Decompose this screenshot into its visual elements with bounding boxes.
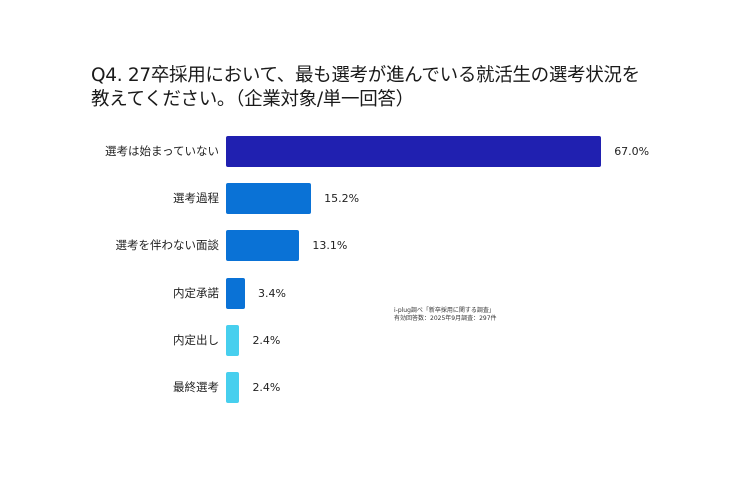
source-note-line-1: i-plug調べ「新卒採用に関する調査」 [394, 307, 495, 314]
category-label: 選考は始まっていない [105, 144, 219, 158]
bar-row: 内定出し 2.4% [0, 325, 735, 356]
bar [226, 278, 246, 309]
bar-row: 選考は始まっていない 67.0% [0, 136, 735, 167]
chart-title: Q4. 27卒採用において、最も選考が進んでいる就活生の選考状況を 教えてくださ… [91, 64, 691, 112]
bar-row: 選考を伴わない面談 13.1% [0, 230, 735, 261]
bar [226, 183, 312, 214]
value-label: 15.2% [324, 192, 360, 205]
bar-row: 内定承諾 3.4% [0, 278, 735, 309]
bar-row: 最終選考 2.4% [0, 372, 735, 403]
value-label: 67.0% [614, 145, 650, 158]
bar [226, 372, 240, 403]
category-label: 選考を伴わない面談 [115, 238, 220, 252]
bar [226, 136, 602, 167]
value-label: 3.4% [258, 287, 286, 300]
chart-title-line-2: 教えてください。（企業対象/単一回答） [91, 89, 414, 110]
value-label: 2.4% [252, 334, 281, 347]
chart-title-line-1: Q4. 27卒採用において、最も選考が進んでいる就活生の選考状況を [91, 65, 640, 86]
category-label: 選考過程 [173, 191, 219, 205]
bar [226, 230, 300, 261]
source-note: i-plug調べ「新卒採用に関する調査」 有効回答数：2025年9月調査：297… [394, 307, 497, 323]
bar [226, 325, 240, 356]
value-label: 2.4% [252, 381, 281, 394]
value-label: 13.1% [312, 239, 348, 252]
category-label: 内定出し [173, 333, 219, 347]
category-label: 内定承諾 [173, 286, 219, 300]
category-label: 最終選考 [173, 380, 219, 394]
source-note-line-2: 有効回答数：2025年9月調査：297件 [394, 315, 497, 322]
bar-row: 選考過程 15.2% [0, 183, 735, 214]
